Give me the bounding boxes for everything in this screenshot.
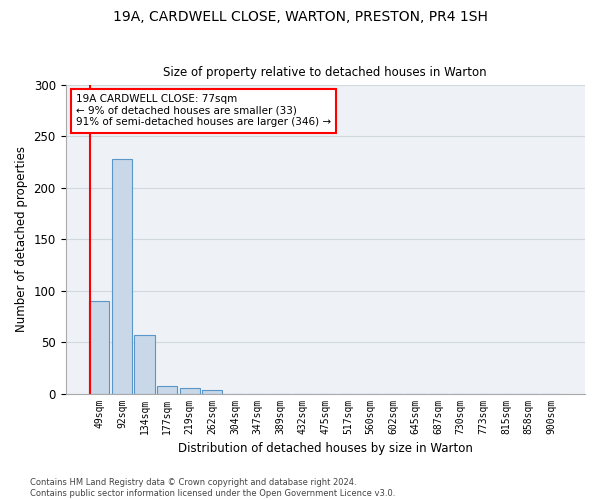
Bar (157, 386, 177, 394)
Bar (112, 159, 132, 394)
Text: 19A, CARDWELL CLOSE, WARTON, PRESTON, PR4 1SH: 19A, CARDWELL CLOSE, WARTON, PRESTON, PR… (113, 10, 487, 24)
Bar (202, 390, 223, 394)
Text: 19A CARDWELL CLOSE: 77sqm
← 9% of detached houses are smaller (33)
91% of semi-d: 19A CARDWELL CLOSE: 77sqm ← 9% of detach… (76, 94, 331, 128)
Text: Contains HM Land Registry data © Crown copyright and database right 2024.
Contai: Contains HM Land Registry data © Crown c… (30, 478, 395, 498)
Bar (89, 301, 109, 394)
X-axis label: Distribution of detached houses by size in Warton: Distribution of detached houses by size … (178, 442, 473, 455)
Bar (179, 388, 200, 394)
Title: Size of property relative to detached houses in Warton: Size of property relative to detached ho… (163, 66, 487, 80)
Bar (134, 335, 155, 394)
Y-axis label: Number of detached properties: Number of detached properties (15, 146, 28, 332)
